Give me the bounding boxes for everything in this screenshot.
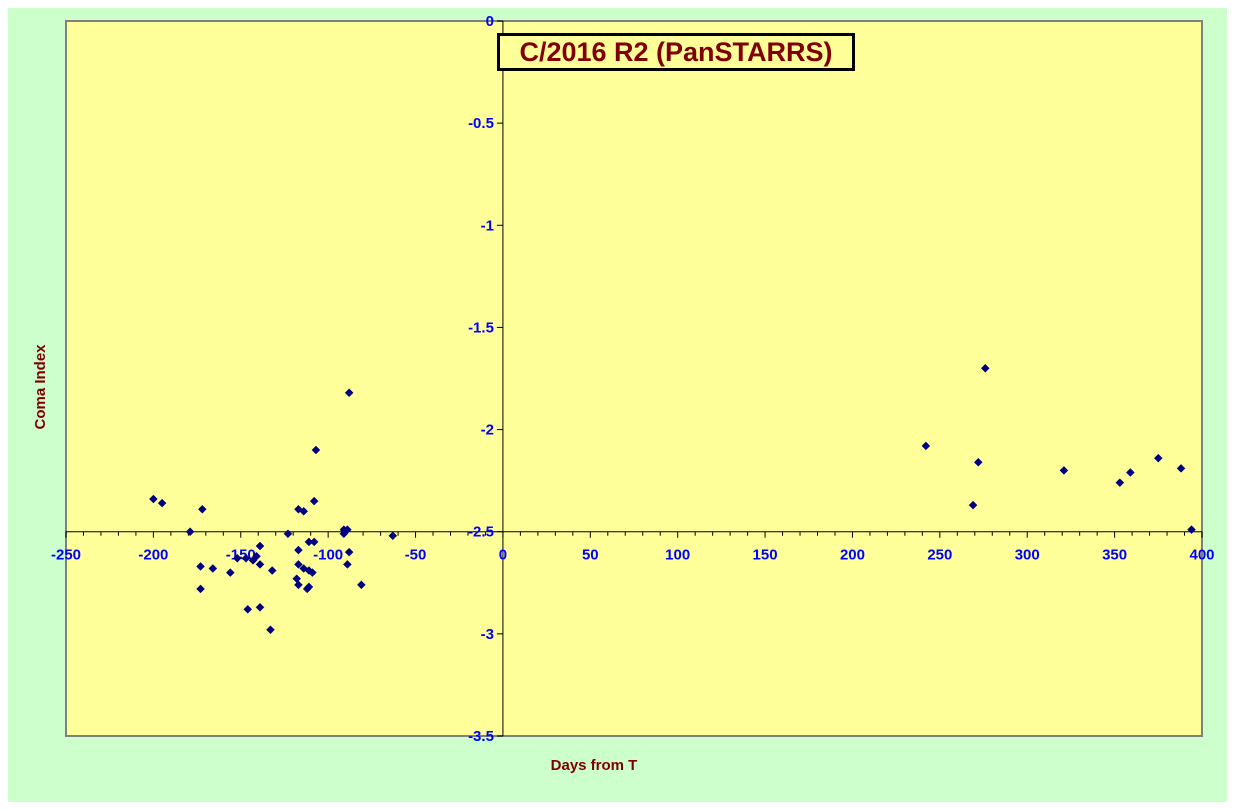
data-point [197,504,207,514]
y-tick-label: -1 [481,217,494,234]
x-axis-title: Days from T [551,757,638,774]
data-point [309,496,319,506]
data-point [339,529,349,539]
data-point [344,547,354,557]
data-point [308,568,317,577]
data-point [343,560,352,569]
data-point [283,529,293,539]
x-tick-label: 50 [582,547,599,564]
y-tick-label: 0 [486,13,494,30]
data-point [973,457,983,467]
y-tick-label: -2 [481,422,494,439]
x-tick-label: 300 [1015,547,1040,564]
data-point [255,541,265,551]
data-points [149,363,1196,635]
data-point [255,560,265,569]
x-tick-label: -250 [51,547,81,564]
data-point [921,441,931,451]
x-tick-label: 100 [665,547,690,564]
data-point [294,580,303,590]
data-point [309,537,319,547]
data-point [208,564,218,573]
data-point [1059,466,1069,475]
data-point [1187,525,1196,535]
x-tick-label: 200 [840,547,865,564]
y-axis-title: Coma Index [32,344,49,430]
data-point [252,551,261,561]
data-point [225,568,235,577]
y-tick-label: -0.5 [468,115,494,132]
data-point [255,602,265,612]
x-tick-label: -100 [313,547,343,564]
data-point [311,445,321,455]
data-point [1115,478,1125,488]
data-point [304,582,314,592]
y-tick-label: -2.5 [468,524,494,541]
data-point [196,562,205,571]
x-tick-label: -50 [405,547,427,564]
data-point [344,388,354,398]
x-tick-label: 400 [1189,547,1214,564]
x-tick-label: 0 [499,547,507,564]
x-tick-label: -200 [138,547,168,564]
y-tick-label: -3 [481,626,494,643]
x-tick-label: 350 [1102,547,1127,564]
data-point [1153,453,1163,463]
data-point [149,494,158,504]
data-point [196,584,205,594]
data-point [980,363,990,373]
x-tick-label: 250 [927,547,952,564]
data-point [357,580,366,590]
plot-area [65,20,1203,737]
y-tick-label: -3.5 [468,728,494,745]
data-point [294,560,303,569]
data-point [267,566,277,575]
data-point [1125,468,1135,477]
data-point [1176,464,1186,473]
data-point [294,545,303,555]
data-point [185,527,195,537]
data-point [299,506,309,516]
data-point [243,604,253,614]
data-point [968,500,978,510]
data-point [232,553,242,563]
tick-labels: -250 -200 -150 -100 -50 0 50 100 150 200 250 300 350… [51,13,1215,745]
axes [66,21,1202,736]
y-tick-label: -1.5 [468,319,494,336]
data-point [241,553,251,563]
data-point [157,498,167,508]
chart-title: C/2016 R2 (PanSTARRS) [497,33,855,71]
data-point [266,625,275,635]
x-tick-label: 150 [753,547,778,564]
data-point [388,531,398,541]
